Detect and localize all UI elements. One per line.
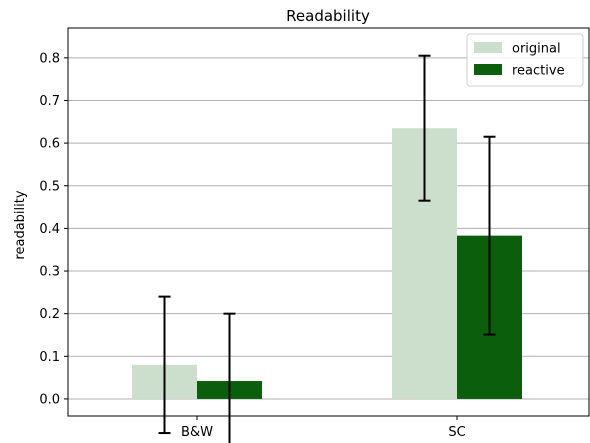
legend: original reactive bbox=[466, 33, 584, 87]
plot-frame bbox=[67, 27, 590, 417]
y-tick-label: 0.1 bbox=[39, 350, 60, 365]
x-tick-label: SC bbox=[448, 425, 465, 440]
y-tick-label: 0.3 bbox=[39, 265, 60, 280]
bars bbox=[132, 128, 522, 399]
y-tick-label: 0.2 bbox=[39, 307, 60, 322]
x-tick-label: B&W bbox=[181, 425, 213, 440]
y-axis-label: readability bbox=[13, 190, 28, 259]
legend-label: reactive bbox=[512, 64, 565, 79]
legend-swatch-original bbox=[474, 42, 502, 53]
y-tick-label: 0.7 bbox=[39, 94, 60, 109]
y-tick-label: 0.6 bbox=[39, 137, 60, 152]
legend-swatch-reactive bbox=[474, 64, 502, 75]
error-bars bbox=[158, 54, 496, 443]
y-axis: 0.0 0.1 0.2 0.3 0.4 0.5 0.6 0.7 0.8 bbox=[39, 51, 68, 407]
y-tick-label: 0.0 bbox=[39, 392, 60, 407]
y-tick-label: 0.4 bbox=[39, 222, 60, 237]
y-tick-label: 0.8 bbox=[39, 51, 60, 66]
x-axis: B&W SC bbox=[181, 416, 466, 440]
y-tick-label: 0.5 bbox=[39, 179, 60, 194]
legend-label: original bbox=[512, 42, 561, 57]
chart-title: Readability bbox=[286, 7, 370, 25]
gridlines bbox=[68, 57, 589, 400]
